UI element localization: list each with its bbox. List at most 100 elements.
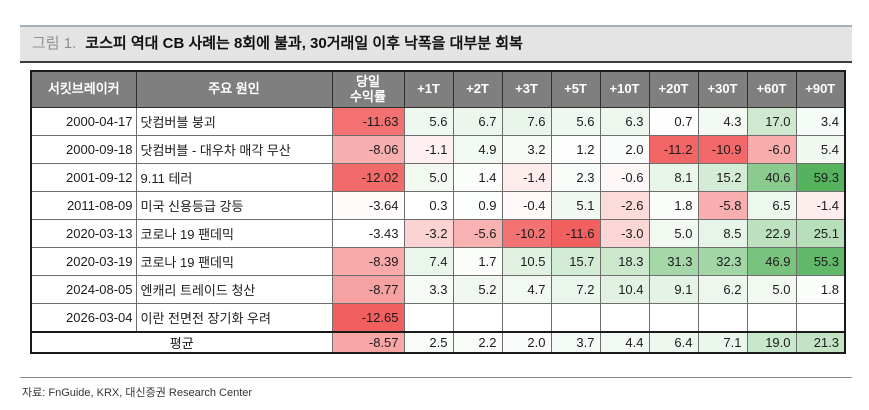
table-row: 2011-08-09 미국 신용등급 강등 -3.64 0.3 0.9 -0.4 5.1 -2… (30, 191, 846, 220)
t-return-cell (599, 303, 650, 333)
t-return-cell: 8.5 (697, 219, 748, 248)
t-return-cell: -3.2 (403, 219, 454, 248)
average-t-return-cell: 21.3 (795, 331, 846, 354)
t-return-cell: 5.0 (648, 219, 699, 248)
cause-cell: 닷컴버블 - 대우차 매각 무산 (135, 135, 333, 164)
day-return-cell: -8.39 (331, 247, 405, 276)
cause-cell: 미국 신용등급 강등 (135, 191, 333, 220)
t-return-cell: 0.9 (452, 191, 503, 220)
t-return-cell: -2.6 (599, 191, 650, 220)
t-return-cell: 10.5 (501, 247, 552, 276)
day-return-cell: -8.06 (331, 135, 405, 164)
date-cell: 2000-04-17 (30, 107, 137, 136)
day-return-cell: -11.63 (331, 107, 405, 136)
t-return-cell: 32.3 (697, 247, 748, 276)
t-return-cell: 55.3 (795, 247, 846, 276)
header-cell: +2T (452, 70, 503, 108)
cause-cell: 엔캐리 트레이드 청산 (135, 275, 333, 304)
t-return-cell: 17.0 (746, 107, 797, 136)
cause-cell: 코로나 19 팬데믹 (135, 247, 333, 276)
t-return-cell: 40.6 (746, 163, 797, 192)
t-return-cell: 5.4 (795, 135, 846, 164)
t-return-cell (550, 303, 601, 333)
t-return-cell: -0.6 (599, 163, 650, 192)
t-return-cell: 46.9 (746, 247, 797, 276)
header-cell: +3T (501, 70, 552, 108)
date-cell: 2024-08-05 (30, 275, 137, 304)
day-return-cell: -8.77 (331, 275, 405, 304)
day-return-cell: -3.64 (331, 191, 405, 220)
t-return-cell: 0.3 (403, 191, 454, 220)
t-return-cell: 31.3 (648, 247, 699, 276)
t-return-cell (403, 303, 454, 333)
table-row: 2000-09-18 닷컴버블 - 대우차 매각 무산 -8.06 -1.1 4.9 3.… (30, 135, 846, 164)
t-return-cell: -6.0 (746, 135, 797, 164)
table-row: 2026-03-04 이란 전면전 장기화 우려 -12.65 (30, 303, 846, 333)
average-t-return-cell: 19.0 (746, 331, 797, 354)
cb-history-table: 서킷브레이커 주요 원인 당일 수익률 +1T +2T +3T +5T +10T +20T +30… (30, 70, 846, 354)
t-return-cell: -10.9 (697, 135, 748, 164)
date-cell: 2001-09-12 (30, 163, 137, 192)
footer-divider (20, 377, 852, 378)
table-body: 2000-04-17 닷컴버블 붕괴 -11.63 5.6 6.7 7.6 5.6 6.3 0.… (30, 107, 846, 354)
t-return-cell: 9.1 (648, 275, 699, 304)
table-row: 2020-03-13 코로나 19 팬데믹 -3.43 -3.2 -5.6 -10.2 -1… (30, 219, 846, 248)
average-row: 평균 -8.57 2.5 2.2 2.0 3.7 4.4 6.4 7.1 19.0 21.3 (30, 331, 846, 354)
t-return-cell: 4.3 (697, 107, 748, 136)
t-return-cell: 5.6 (403, 107, 454, 136)
average-t-return-cell: 2.2 (452, 331, 503, 354)
date-cell: 2000-09-18 (30, 135, 137, 164)
t-return-cell (746, 303, 797, 333)
t-return-cell (648, 303, 699, 333)
t-return-cell: 6.5 (746, 191, 797, 220)
t-return-cell: 4.7 (501, 275, 552, 304)
day-return-cell: -12.02 (331, 163, 405, 192)
t-return-cell: 15.2 (697, 163, 748, 192)
header-cell: +90T (795, 70, 846, 108)
t-return-cell: 5.6 (550, 107, 601, 136)
t-return-cell: 3.4 (795, 107, 846, 136)
t-return-cell: -3.0 (599, 219, 650, 248)
header-cell: 서킷브레이커 (30, 70, 137, 108)
day-return-cell: -12.65 (331, 303, 405, 333)
t-return-cell: 6.2 (697, 275, 748, 304)
t-return-cell: -1.1 (403, 135, 454, 164)
cause-cell: 9.11 테러 (135, 163, 333, 192)
average-t-return-cell: 2.5 (403, 331, 454, 354)
header-cell: +5T (550, 70, 601, 108)
average-label-cell: 평균 (30, 331, 333, 354)
t-return-cell: 2.3 (550, 163, 601, 192)
date-cell: 2026-03-04 (30, 303, 137, 333)
cause-cell: 이란 전면전 장기화 우려 (135, 303, 333, 333)
t-return-cell: 1.2 (550, 135, 601, 164)
t-return-cell: 1.8 (795, 275, 846, 304)
t-return-cell: 7.6 (501, 107, 552, 136)
t-return-cell: 18.3 (599, 247, 650, 276)
t-return-cell: 6.7 (452, 107, 503, 136)
header-cell: +30T (697, 70, 748, 108)
t-return-cell (795, 303, 846, 333)
table-header-row: 서킷브레이커 주요 원인 당일 수익률 +1T +2T +3T +5T +10T +20T +30… (30, 70, 846, 108)
t-return-cell: 7.4 (403, 247, 454, 276)
average-t-return-cell: 2.0 (501, 331, 552, 354)
t-return-cell: 3.3 (403, 275, 454, 304)
cause-cell: 코로나 19 팬데믹 (135, 219, 333, 248)
t-return-cell: 15.7 (550, 247, 601, 276)
t-return-cell: 1.4 (452, 163, 503, 192)
t-return-cell: 22.9 (746, 219, 797, 248)
day-return-cell: -3.43 (331, 219, 405, 248)
t-return-cell: 10.4 (599, 275, 650, 304)
header-cell: +60T (746, 70, 797, 108)
t-return-cell: 0.7 (648, 107, 699, 136)
t-return-cell: 5.2 (452, 275, 503, 304)
t-return-cell: 25.1 (795, 219, 846, 248)
t-return-cell: -5.8 (697, 191, 748, 220)
header-cell: +10T (599, 70, 650, 108)
figure-title-bar: 그림 1. 코스피 역대 CB 사례는 8회에 불과, 30거래일 이후 낙폭을 … (20, 25, 852, 63)
average-t-return-cell: 7.1 (697, 331, 748, 354)
figure-title: 코스피 역대 CB 사례는 8회에 불과, 30거래일 이후 낙폭을 대부분 회… (85, 35, 523, 52)
t-return-cell: 7.2 (550, 275, 601, 304)
t-return-cell: 2.0 (599, 135, 650, 164)
t-return-cell: -11.6 (550, 219, 601, 248)
t-return-cell: 1.8 (648, 191, 699, 220)
